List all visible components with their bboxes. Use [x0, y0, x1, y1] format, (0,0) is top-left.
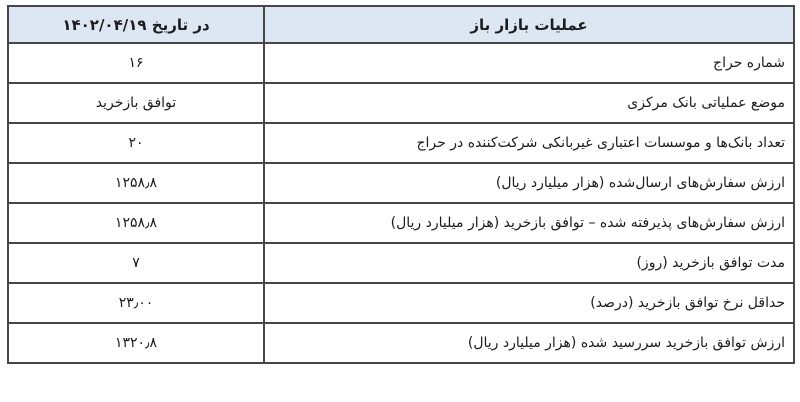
header-operations-label: عملیات بازار باز [263, 5, 795, 44]
row-value: ۲۳٫۰۰ [7, 282, 265, 324]
page: عملیات بازار باز در تاریخ ۱۴۰۲/۰۴/۱۹ شما… [7, 5, 795, 364]
table-row-accepted-orders-value: ارزش سفارش‌های پذیرفته شده – توافق بازخر… [7, 202, 795, 244]
row-value: ۱۶ [7, 42, 265, 84]
row-label: موضع عملیاتی بانک مرکزی [263, 82, 795, 124]
row-label: شماره حراج [263, 42, 795, 84]
row-label: ارزش توافق بازخرید سررسید شده (هزار میلی… [263, 322, 795, 364]
row-label: تعداد بانک‌ها و موسسات اعتباری غیربانکی … [263, 122, 795, 164]
row-value: توافق بازخرید [7, 82, 265, 124]
table-row-minimum-repo-rate: حداقل نرخ توافق بازخرید (درصد) ۲۳٫۰۰ [7, 282, 795, 324]
row-value: ۲۰ [7, 122, 265, 164]
open-market-operations-table: عملیات بازار باز در تاریخ ۱۴۰۲/۰۴/۱۹ شما… [7, 5, 795, 364]
row-value: ۱۲۵۸٫۸ [7, 162, 265, 204]
table-row-auction-number: شماره حراج ۱۶ [7, 42, 795, 84]
table-row-operational-position: موضع عملیاتی بانک مرکزی توافق بازخرید [7, 82, 795, 124]
row-label: ارزش سفارش‌های ارسال‌شده (هزار میلیارد ر… [263, 162, 795, 204]
table-row-matured-repo-value: ارزش توافق بازخرید سررسید شده (هزار میلی… [7, 322, 795, 364]
row-label: مدت توافق بازخرید (روز) [263, 242, 795, 284]
row-value: ۱۳۲۰٫۸ [7, 322, 265, 364]
table-row-repo-duration: مدت توافق بازخرید (روز) ۷ [7, 242, 795, 284]
table-row-submitted-orders-value: ارزش سفارش‌های ارسال‌شده (هزار میلیارد ر… [7, 162, 795, 204]
row-value: ۱۲۵۸٫۸ [7, 202, 265, 244]
header-date-label: در تاریخ ۱۴۰۲/۰۴/۱۹ [7, 5, 265, 44]
row-label: ارزش سفارش‌های پذیرفته شده – توافق بازخر… [263, 202, 795, 244]
row-label: حداقل نرخ توافق بازخرید (درصد) [263, 282, 795, 324]
table-header-row: عملیات بازار باز در تاریخ ۱۴۰۲/۰۴/۱۹ [7, 5, 795, 44]
row-value: ۷ [7, 242, 265, 284]
table-row-participants-count: تعداد بانک‌ها و موسسات اعتباری غیربانکی … [7, 122, 795, 164]
